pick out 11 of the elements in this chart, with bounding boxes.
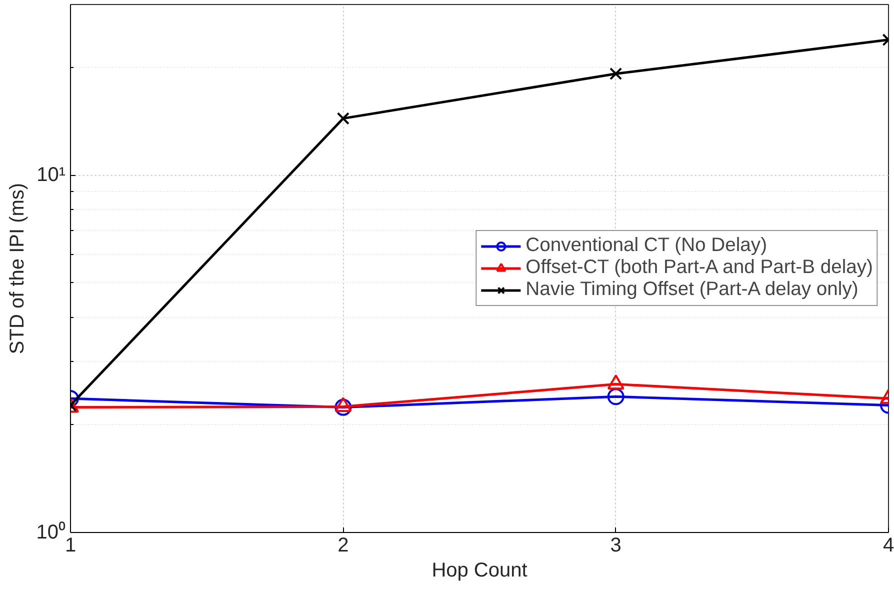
x-tick-label: 4 bbox=[882, 534, 894, 556]
legend-label: Navie Timing Offset (Part-A delay only) bbox=[526, 279, 858, 301]
legend-label: Conventional CT (No Delay) bbox=[526, 235, 768, 257]
y-axis-title: STD of the IPI (ms) bbox=[6, 182, 28, 354]
y-tick-label: 10⁰ bbox=[36, 520, 66, 544]
x-tick-label: 2 bbox=[338, 534, 349, 556]
legend-label: Offset-CT (both Part-A and Part-B delay) bbox=[526, 257, 873, 279]
x-axis-title: Hop Count bbox=[432, 560, 528, 582]
x-tick-label: 3 bbox=[610, 534, 622, 556]
x-tick-label: 1 bbox=[64, 534, 76, 556]
y-tick-label: 10¹ bbox=[36, 164, 66, 186]
